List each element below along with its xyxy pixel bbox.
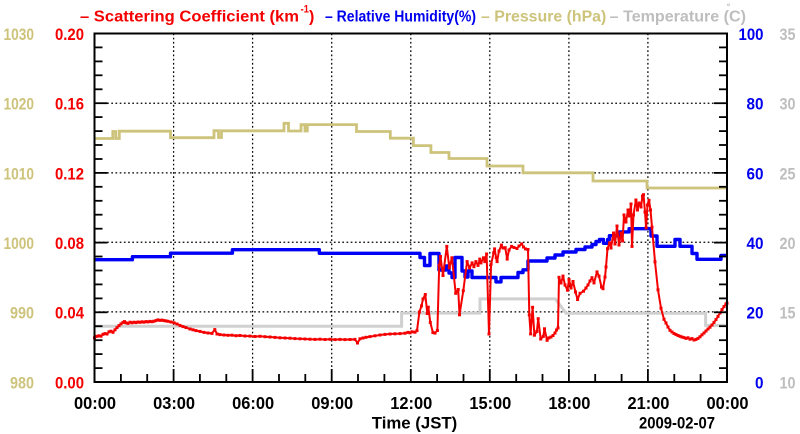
svg-text:2009-02-07: 2009-02-07 bbox=[639, 415, 715, 433]
svg-text:– Relative Humidity(%): – Relative Humidity(%) bbox=[325, 9, 476, 26]
svg-text:20: 20 bbox=[780, 235, 796, 253]
svg-text:60: 60 bbox=[747, 165, 764, 183]
svg-text:1020: 1020 bbox=[4, 96, 35, 114]
svg-text:15: 15 bbox=[780, 304, 796, 322]
svg-text:– Temperature (C): – Temperature (C) bbox=[610, 9, 746, 26]
svg-text:-1: -1 bbox=[301, 4, 310, 16]
svg-text:0.04: 0.04 bbox=[55, 304, 85, 322]
svg-text:0: 0 bbox=[755, 375, 764, 393]
svg-text:12:00: 12:00 bbox=[390, 393, 432, 413]
svg-text:0.12: 0.12 bbox=[55, 165, 84, 183]
svg-text:35: 35 bbox=[780, 26, 796, 44]
svg-text:°: ° bbox=[727, 2, 731, 13]
svg-text:0.00: 0.00 bbox=[55, 375, 84, 393]
svg-text:09:00: 09:00 bbox=[311, 393, 353, 413]
svg-text:): ) bbox=[309, 9, 314, 26]
svg-text:100: 100 bbox=[739, 26, 764, 44]
svg-text:30: 30 bbox=[780, 96, 796, 114]
svg-text:40: 40 bbox=[747, 235, 764, 253]
svg-text:20: 20 bbox=[747, 304, 764, 322]
svg-text:10: 10 bbox=[780, 375, 796, 393]
svg-text:80: 80 bbox=[747, 96, 764, 114]
svg-text:03:00: 03:00 bbox=[153, 393, 195, 413]
svg-text:– Pressure (hPa): – Pressure (hPa) bbox=[481, 9, 606, 26]
svg-text:18:00: 18:00 bbox=[548, 393, 590, 413]
svg-text:0.20: 0.20 bbox=[55, 26, 84, 44]
svg-text:25: 25 bbox=[780, 165, 796, 183]
svg-text:1010: 1010 bbox=[4, 165, 35, 183]
svg-text:1030: 1030 bbox=[4, 26, 35, 44]
svg-text:0.08: 0.08 bbox=[55, 235, 84, 253]
svg-text:Time (JST): Time (JST) bbox=[372, 414, 458, 433]
svg-text:06:00: 06:00 bbox=[232, 393, 274, 413]
svg-text:990: 990 bbox=[10, 304, 34, 322]
svg-text:1000: 1000 bbox=[4, 235, 35, 253]
svg-text:00:00: 00:00 bbox=[74, 393, 116, 413]
svg-text:980: 980 bbox=[10, 375, 34, 393]
svg-text:– Scattering Coefficient (km: – Scattering Coefficient (km bbox=[80, 9, 299, 26]
svg-text:15:00: 15:00 bbox=[469, 393, 511, 413]
svg-text:21:00: 21:00 bbox=[627, 393, 669, 413]
svg-text:0.16: 0.16 bbox=[55, 96, 84, 114]
svg-text:00:00: 00:00 bbox=[707, 393, 749, 413]
